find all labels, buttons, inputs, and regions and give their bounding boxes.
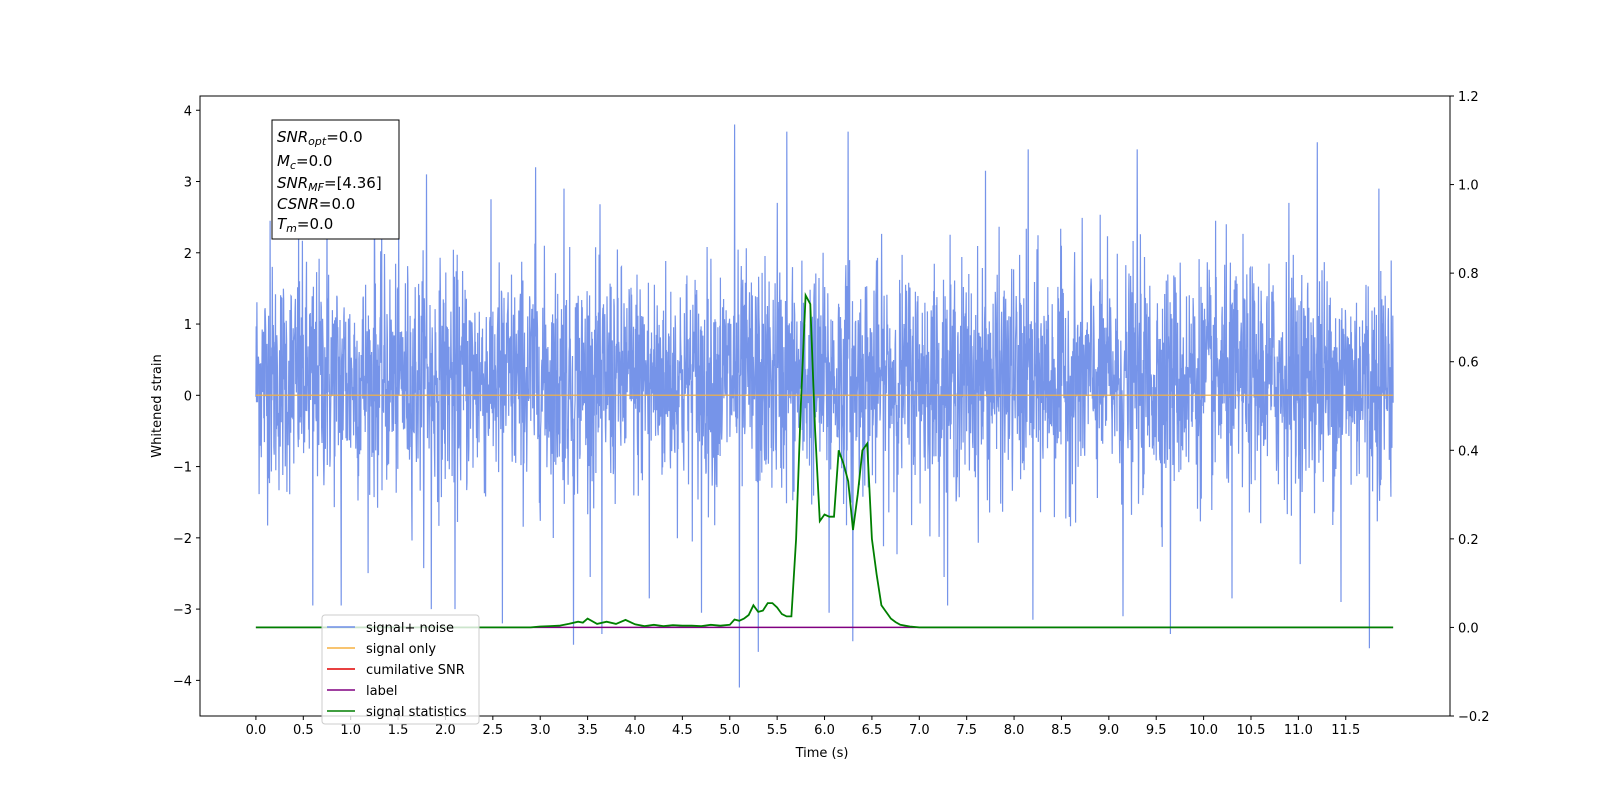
- y2-tick-label: 0.0: [1458, 621, 1479, 636]
- legend-label: signal+ noise: [366, 621, 454, 636]
- y-axis-label: Whitened strain: [150, 354, 165, 457]
- y-tick-label: −1: [173, 461, 192, 476]
- y-tick-label: 4: [184, 104, 192, 119]
- legend-label: label: [366, 684, 397, 699]
- x-tick-label: 8.0: [1004, 723, 1025, 738]
- x-tick-label: 3.0: [530, 723, 551, 738]
- y-tick-label: −4: [173, 674, 192, 689]
- y2-axis-ticks: −0.2 0.0 0.2 0.4 0.6 0.8 1.0 1.2: [1450, 90, 1490, 725]
- legend-label: cumilative SNR: [366, 663, 465, 678]
- x-tick-label: 10.0: [1189, 723, 1218, 738]
- x-tick-label: 0.0: [246, 723, 267, 738]
- x-tick-label: 11.0: [1284, 723, 1313, 738]
- annotation-snr-opt: SNRopt=0.0: [277, 128, 363, 148]
- y-tick-label: 3: [184, 176, 192, 191]
- y2-tick-label: 0.2: [1458, 533, 1479, 548]
- annotation-mc: Mc=0.0: [277, 152, 332, 172]
- x-tick-label: 7.5: [956, 723, 977, 738]
- y2-tick-label: 0.8: [1458, 267, 1479, 282]
- y-tick-label: −3: [173, 603, 192, 618]
- legend-box: [321, 614, 480, 725]
- x-tick-label: 11.5: [1331, 723, 1360, 738]
- legend-label: signal only: [366, 642, 436, 657]
- y2-tick-label: 0.4: [1458, 444, 1479, 459]
- x-axis-label: Time (s): [795, 746, 849, 761]
- x-tick-label: 5.5: [767, 723, 788, 738]
- x-tick-label: 6.5: [862, 723, 883, 738]
- x-tick-label: 7.0: [909, 723, 930, 738]
- x-tick-label: 4.0: [625, 723, 646, 738]
- annotation-csnr: CSNR=0.0: [277, 195, 355, 213]
- y-tick-label: 1: [184, 318, 192, 333]
- stats-annotation: SNRopt=0.0 Mc=0.0 SNRMF=[4.36] CSNR=0.0 …: [271, 119, 400, 240]
- y2-tick-label: 0.6: [1458, 356, 1479, 371]
- y2-tick-label: 1.2: [1458, 90, 1479, 105]
- stats-annotation-box: [271, 119, 400, 240]
- x-tick-label: 6.0: [814, 723, 835, 738]
- series-signal-statistics-line: [255, 291, 1394, 629]
- y-axis-ticks: −4 −3 −2 −1 0 1 2 3 4: [173, 104, 200, 689]
- x-tick-label: 5.0: [719, 723, 740, 738]
- x-tick-label: 8.5: [1051, 723, 1072, 738]
- annotation-snr-mf: SNRMF=[4.36]: [277, 174, 382, 194]
- x-tick-label: 4.5: [672, 723, 693, 738]
- y-tick-label: 0: [184, 389, 192, 404]
- x-tick-label: 0.5: [293, 723, 314, 738]
- x-tick-label: 10.5: [1237, 723, 1266, 738]
- legend-entries: signal+ noise signal only cumilative SNR la…: [327, 621, 467, 720]
- x-tick-label: 3.5: [577, 723, 598, 738]
- x-tick-label: 1.5: [388, 723, 409, 738]
- x-tick-label: 1.0: [340, 723, 361, 738]
- legend: signal+ noise signal only cumilative SNR la…: [321, 614, 480, 725]
- y2-tick-label: −0.2: [1458, 710, 1490, 725]
- x-tick-label: 2.5: [482, 723, 503, 738]
- x-tick-label: 9.5: [1146, 723, 1167, 738]
- legend-label: signal statistics: [366, 705, 467, 720]
- y-tick-label: 2: [184, 247, 192, 262]
- x-tick-label: 9.0: [1098, 723, 1119, 738]
- y2-tick-label: 1.0: [1458, 179, 1479, 194]
- x-axis-ticks: 0.0 0.5 1.0 1.5 2.0 2.5 3.0 3.5 4.0 4.5 5.0 5.5 6.0 6…: [246, 716, 1360, 738]
- y-tick-label: −2: [173, 532, 192, 547]
- annotation-tm: Tm=0.0: [277, 215, 333, 235]
- series-signal-noise-line: [255, 124, 1394, 688]
- x-tick-label: 2.0: [435, 723, 456, 738]
